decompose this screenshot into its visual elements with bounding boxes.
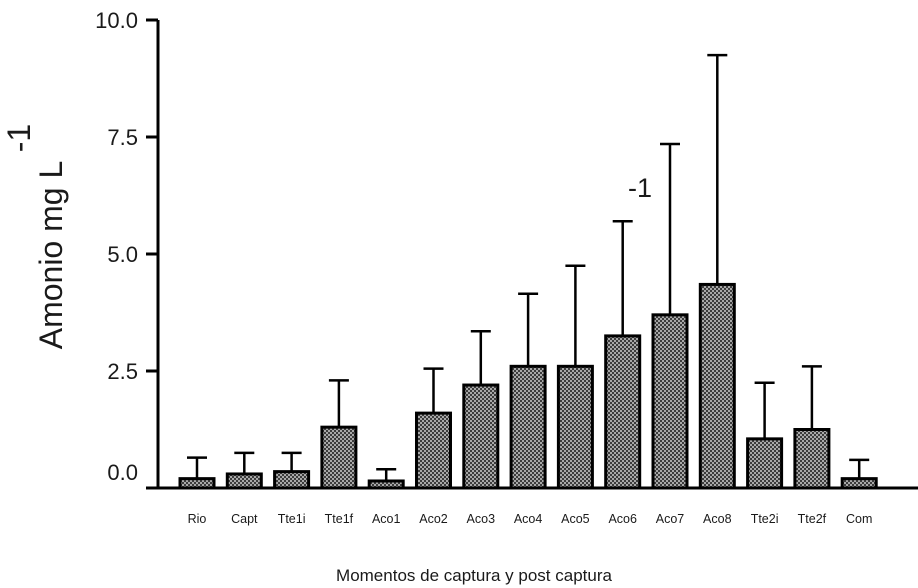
x-tick-label-aco6: Aco6 <box>608 512 637 526</box>
y-tick-label: 10.0 <box>95 8 138 33</box>
y-axis-title: Amonio mg L <box>33 161 69 350</box>
x-tick-label-tte1i: Tte1i <box>278 512 306 526</box>
x-tick-label-aco5: Aco5 <box>561 512 590 526</box>
x-tick-label-aco8: Aco8 <box>703 512 732 526</box>
x-tick-label-tte2i: Tte2i <box>751 512 779 526</box>
x-tick-label-aco2: Aco2 <box>419 512 448 526</box>
bar-tte1f <box>320 425 358 490</box>
x-tick-label-capt: Capt <box>231 512 258 526</box>
bar-tte2i <box>746 437 784 490</box>
y-tick-label: 7.5 <box>107 125 138 150</box>
y-tick-label: 2.5 <box>107 359 138 384</box>
bar-aco5 <box>556 364 594 490</box>
x-tick-label-aco7: Aco7 <box>656 512 685 526</box>
x-tick-label-tte2f: Tte2f <box>798 512 827 526</box>
bar-aco3 <box>462 383 500 490</box>
y-tick-label: 0.0 <box>107 460 138 485</box>
bar-tte1i <box>273 470 311 490</box>
bar-aco8 <box>698 282 736 490</box>
stray-annotation-label: -1 <box>628 173 652 203</box>
y-tick-label: 5.0 <box>107 242 138 267</box>
bar-aco4 <box>509 364 547 490</box>
bar-aco7 <box>651 313 689 490</box>
x-tick-label-aco3: Aco3 <box>467 512 496 526</box>
error-bars-layer <box>187 53 870 481</box>
bar-tte2f <box>793 428 831 490</box>
x-tick-label-com: Com <box>846 512 872 526</box>
bars-layer <box>178 282 878 490</box>
y-axis-title-superscript: -1 <box>1 124 37 152</box>
x-tick-labels: Rio Capt Tte1i Tte1f Aco1 Aco2 Aco3 Aco4 Aco5 Aco… <box>188 512 873 526</box>
x-axis-title: Momentos de captura y post captura <box>336 566 612 585</box>
bar-aco2 <box>415 411 452 490</box>
y-ticks: 0.0 2.5 5.0 7.5 10.0 <box>95 8 158 490</box>
x-tick-label-aco4: Aco4 <box>514 512 543 526</box>
x-tick-label-rio: Rio <box>188 512 207 526</box>
x-tick-label-tte1f: Tte1f <box>325 512 354 526</box>
x-tick-label-aco1: Aco1 <box>372 512 401 526</box>
bar-aco6 <box>604 334 642 490</box>
bar-capt <box>225 472 263 490</box>
